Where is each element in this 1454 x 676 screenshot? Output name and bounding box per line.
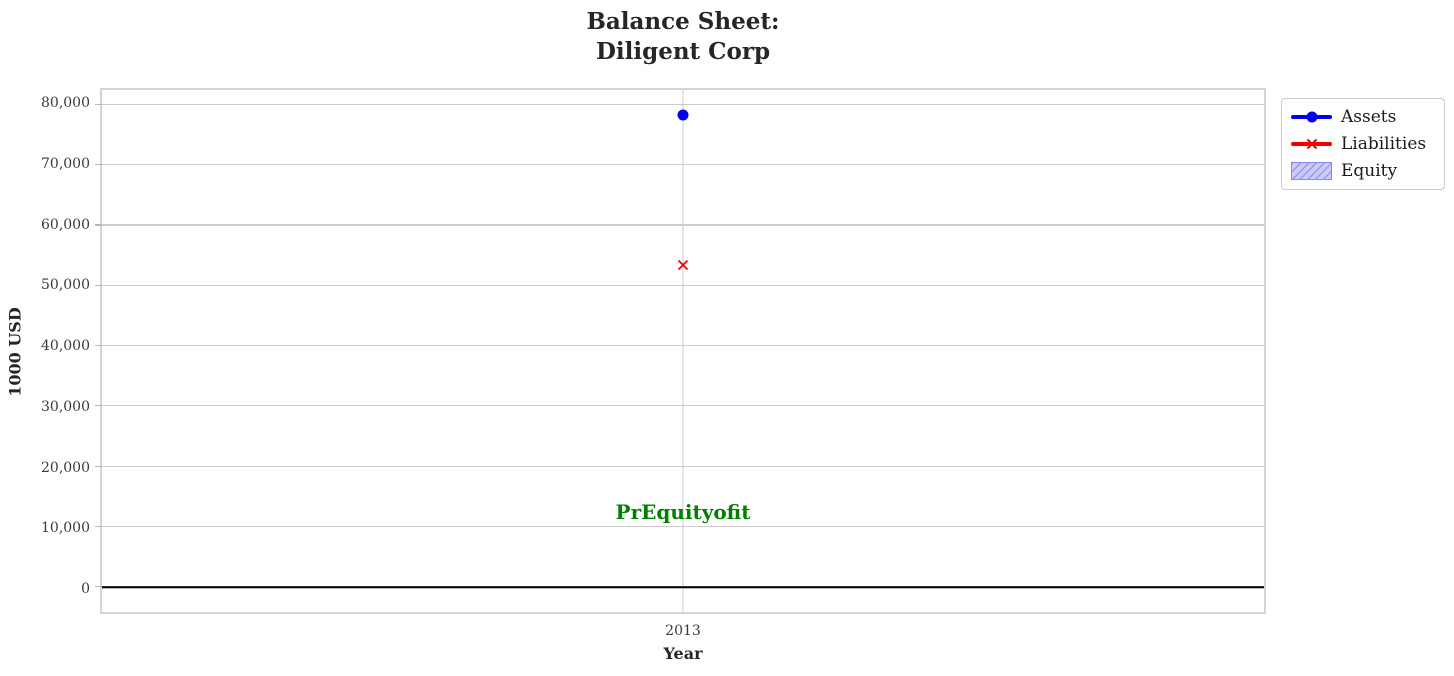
- equity-legend-patch-icon: [1291, 162, 1332, 180]
- y-tick-label: 10,000: [41, 520, 90, 537]
- assets-legend-marker-icon: [1291, 108, 1332, 126]
- legend: Assets Liabilities Equity: [1281, 98, 1445, 190]
- y-tick-mark: [95, 525, 102, 528]
- zero-axis-line: [102, 586, 1264, 589]
- liabilities-data-point: [677, 259, 689, 271]
- plot-area: PrEquityofit: [95, 88, 1266, 614]
- legend-item-equity: Equity: [1291, 161, 1435, 181]
- chart-title: Balance Sheet: Diligent Corp: [0, 7, 1366, 67]
- y-tick-label: 20,000: [41, 459, 90, 476]
- chart-title-line2: Diligent Corp: [595, 38, 771, 65]
- y-tick-mark: [95, 224, 102, 226]
- y-tick-label: 0: [81, 581, 90, 598]
- y-tick-mark: [95, 345, 102, 347]
- y-tick-label: 40,000: [41, 338, 90, 355]
- y-tick-mark: [95, 164, 102, 166]
- y-tick-label: 50,000: [41, 277, 90, 294]
- y-tick-label: 80,000: [41, 95, 90, 112]
- chart-title-line1: Balance Sheet:: [586, 8, 780, 35]
- legend-label-liabilities: Liabilities: [1341, 133, 1427, 154]
- legend-item-assets: Assets: [1291, 107, 1435, 127]
- liabilities-legend-marker-icon: [1291, 135, 1332, 153]
- legend-label-assets: Assets: [1341, 106, 1397, 127]
- legend-label-equity: Equity: [1341, 160, 1398, 181]
- assets-data-point: [677, 109, 689, 121]
- annotation-text: PrEquityofit: [615, 499, 751, 524]
- x-axis-label: Year: [663, 644, 703, 663]
- y-tick-mark: [95, 405, 102, 407]
- y-tick-label: 60,000: [41, 216, 90, 233]
- y-tick-label: 70,000: [41, 155, 90, 172]
- y-tick-mark: [95, 284, 102, 286]
- y-axis-ticks: 0 10,000 20,000 30,000 40,000 50,000 60,000 70,…: [0, 88, 92, 614]
- legend-item-liabilities: Liabilities: [1291, 134, 1435, 154]
- y-tick-label: 30,000: [41, 398, 90, 415]
- y-tick-mark: [95, 586, 102, 588]
- y-tick-mark: [95, 465, 102, 467]
- y-tick-mark: [95, 103, 102, 106]
- x-gridline: [682, 90, 684, 612]
- x-tick-label-2013: 2013: [665, 623, 701, 639]
